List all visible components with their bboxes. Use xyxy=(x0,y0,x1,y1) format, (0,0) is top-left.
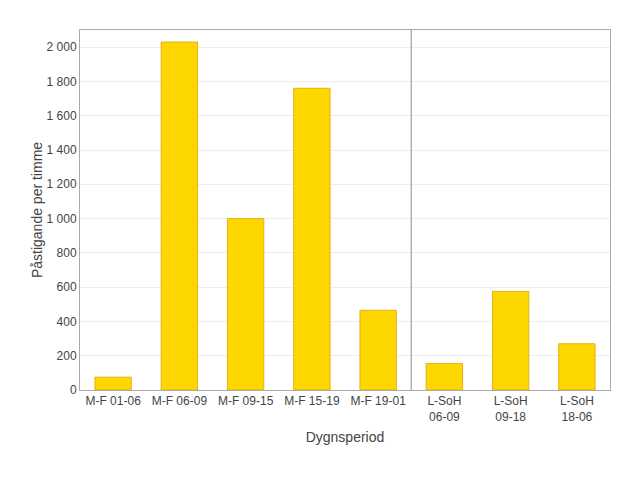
svg-text:600: 600 xyxy=(57,280,77,294)
svg-text:M-F 19-01: M-F 19-01 xyxy=(350,394,406,408)
svg-text:M-F 15-19: M-F 15-19 xyxy=(284,394,340,408)
svg-text:0: 0 xyxy=(70,383,77,397)
svg-text:2 000: 2 000 xyxy=(47,40,77,54)
svg-text:M-F 09-15: M-F 09-15 xyxy=(218,394,274,408)
svg-text:400: 400 xyxy=(57,315,77,329)
svg-text:1 600: 1 600 xyxy=(47,109,77,123)
svg-text:1 400: 1 400 xyxy=(47,143,77,157)
svg-text:200: 200 xyxy=(57,349,77,363)
svg-text:L-SoH09-18: L-SoH09-18 xyxy=(494,394,528,424)
svg-text:800: 800 xyxy=(57,246,77,260)
svg-text:Dygnsperiod: Dygnsperiod xyxy=(306,429,385,445)
svg-text:M-F 01-06: M-F 01-06 xyxy=(85,394,141,408)
svg-text:M-F 06-09: M-F 06-09 xyxy=(152,394,208,408)
svg-text:L-SoH18-06: L-SoH18-06 xyxy=(560,394,594,424)
svg-text:L-SoH06-09: L-SoH06-09 xyxy=(427,394,461,424)
svg-text:1 000: 1 000 xyxy=(47,212,77,226)
svg-text:1 200: 1 200 xyxy=(47,177,77,191)
svg-text:Påstigande per timme: Påstigande per timme xyxy=(29,142,45,278)
svg-text:1 800: 1 800 xyxy=(47,75,77,89)
